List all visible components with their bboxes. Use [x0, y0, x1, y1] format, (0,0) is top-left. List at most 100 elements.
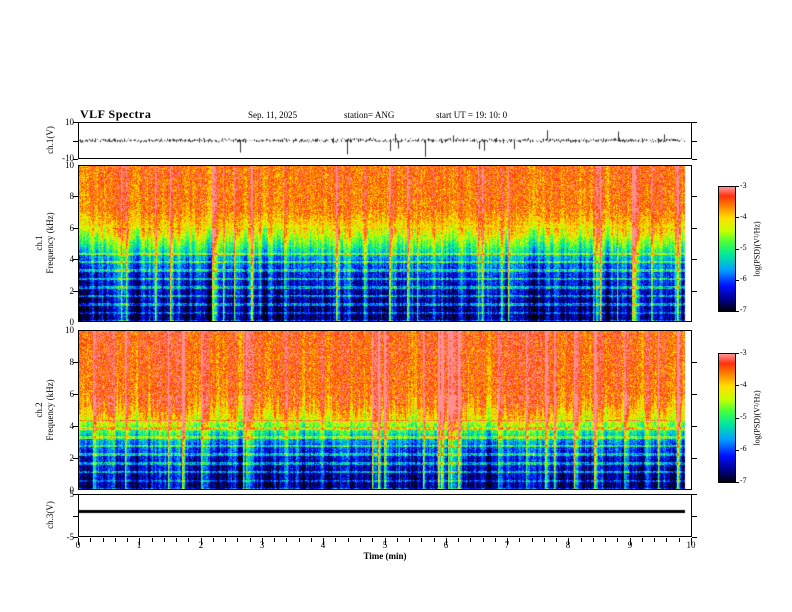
tick-mark — [519, 538, 520, 542]
tick-mark — [73, 259, 78, 260]
tick-mark — [495, 538, 496, 542]
tick-mark — [679, 538, 680, 542]
tick-mark — [139, 538, 140, 545]
tick-mark — [73, 537, 78, 538]
colorbar-tick-label: -7 — [740, 476, 747, 485]
tick-mark — [692, 426, 697, 427]
frequency-axis-label: Frequency (kHz) — [45, 212, 55, 274]
ch2-spectrogram-panel — [78, 330, 692, 490]
ch1-label: ch.1 — [34, 235, 44, 251]
ch1-spectrogram-ylabel: ch.1 Frequency (kHz) — [34, 212, 56, 273]
xtick-label: 0 — [75, 540, 81, 550]
tick-mark — [666, 538, 667, 542]
tick-mark — [544, 538, 545, 542]
tick-mark — [692, 458, 697, 459]
ch1-waveform-canvas — [79, 123, 691, 158]
station-label: station= ANG — [344, 110, 395, 120]
tick-mark — [507, 538, 508, 545]
colorbar-ch1 — [718, 186, 736, 312]
tick-mark — [360, 538, 361, 542]
tick-mark — [593, 538, 594, 542]
tick-mark — [735, 353, 739, 354]
tick-mark — [286, 538, 287, 542]
tick-mark — [299, 538, 300, 542]
ytick-label: 4 — [69, 254, 75, 264]
tick-mark — [735, 217, 739, 218]
tick-mark — [692, 394, 697, 395]
tick-mark — [446, 538, 447, 545]
ytick-label: 4 — [69, 421, 75, 431]
tick-mark — [692, 141, 697, 142]
tick-mark — [434, 538, 435, 542]
ytick-label: 2 — [69, 453, 75, 463]
xtick-label: 1 — [136, 540, 142, 550]
ch2-spectrogram-canvas — [79, 331, 691, 489]
ytick-label: 10 — [65, 117, 74, 127]
tick-mark — [692, 494, 697, 495]
tick-mark — [692, 228, 697, 229]
date-label: Sep. 11, 2025 — [248, 110, 298, 120]
colorbar-tick-label: -6 — [740, 274, 747, 283]
tick-mark — [421, 538, 422, 542]
xtick-label: 4 — [320, 540, 326, 550]
ch3-voltage-ylabel: ch.3(V) — [45, 501, 55, 529]
ytick-label: -10 — [62, 153, 74, 163]
colorbar-tick-label: -5 — [740, 243, 747, 252]
ytick-label: 8 — [69, 357, 75, 367]
tick-mark — [556, 538, 557, 542]
tick-mark — [274, 538, 275, 542]
ytick-label: 10 — [65, 160, 74, 170]
tick-mark — [692, 196, 697, 197]
tick-mark — [692, 122, 697, 123]
colorbar-tick-label: -4 — [740, 212, 747, 221]
tick-mark — [335, 538, 336, 542]
tick-mark — [735, 418, 739, 419]
tick-mark — [115, 538, 116, 542]
tick-mark — [90, 538, 91, 542]
ch1-spectrogram-panel — [78, 165, 692, 322]
xtick-label: 9 — [627, 540, 633, 550]
tick-mark — [692, 537, 697, 538]
tick-mark — [458, 538, 459, 542]
tick-mark — [323, 538, 324, 545]
tick-mark — [188, 538, 189, 542]
tick-mark — [642, 538, 643, 542]
tick-mark — [692, 516, 697, 517]
tick-mark — [73, 362, 78, 363]
tick-mark — [164, 538, 165, 542]
xtick-label: 5 — [382, 540, 388, 550]
colorbar-tick-label: -4 — [740, 380, 747, 389]
tick-mark — [127, 538, 128, 542]
xtick-label: 7 — [504, 540, 510, 550]
tick-mark — [73, 458, 78, 459]
tick-mark — [581, 538, 582, 542]
ytick-label: -5 — [66, 532, 75, 542]
ch1-voltage-ylabel: ch.1(V) — [45, 126, 55, 154]
ytick-label: 0 — [69, 317, 75, 327]
tick-mark — [735, 385, 739, 386]
ytick-label: 8 — [69, 191, 75, 201]
tick-mark — [201, 538, 202, 545]
tick-mark — [73, 228, 78, 229]
ch2-label: ch.2 — [34, 402, 44, 418]
tick-mark — [735, 311, 739, 312]
tick-mark — [372, 538, 373, 542]
colorbar-tick-label: -6 — [740, 444, 747, 453]
ytick-label: 6 — [69, 223, 75, 233]
x-axis-title: Time (min) — [363, 551, 407, 561]
ytick-label: 6 — [69, 389, 75, 399]
xtick-label: 10 — [686, 540, 696, 550]
tick-mark — [103, 538, 104, 542]
tick-mark — [262, 538, 263, 545]
tick-mark — [692, 362, 697, 363]
tick-mark — [605, 538, 606, 542]
tick-mark — [78, 538, 79, 545]
ch1-spectrogram-canvas — [79, 166, 691, 321]
tick-mark — [654, 538, 655, 542]
xtick-label: 2 — [198, 540, 204, 550]
tick-mark — [176, 538, 177, 542]
tick-mark — [397, 538, 398, 542]
tick-mark — [630, 538, 631, 545]
tick-mark — [409, 538, 410, 542]
